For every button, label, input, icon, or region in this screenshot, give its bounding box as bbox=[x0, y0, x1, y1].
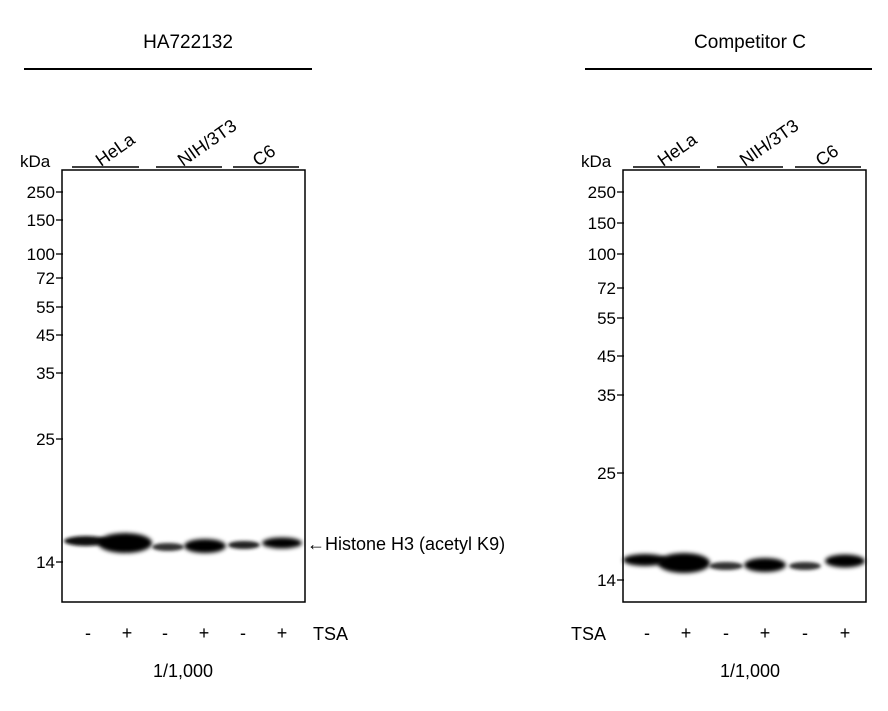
right-band-lane4 bbox=[744, 558, 786, 572]
left-marker-25: 25 bbox=[36, 430, 55, 449]
left-marker-150: 150 bbox=[27, 211, 55, 230]
right-marker-25: 25 bbox=[597, 464, 616, 483]
left-treatment-4: + bbox=[199, 623, 210, 643]
left-band-lane6 bbox=[262, 537, 302, 549]
left-marker-100: 100 bbox=[27, 245, 55, 264]
left-marker-250: 250 bbox=[27, 183, 55, 202]
left-dilution: 1/1,000 bbox=[153, 661, 213, 681]
left-panel-title: HA722132 bbox=[143, 32, 233, 53]
right-treatment-4: + bbox=[760, 623, 771, 643]
right-marker-14: 14 bbox=[597, 571, 616, 590]
right-marker-45: 45 bbox=[597, 347, 616, 366]
right-marker-55: 55 bbox=[597, 309, 616, 328]
left-treatment-2: + bbox=[122, 623, 133, 643]
right-treatment-1: - bbox=[644, 623, 650, 643]
right-lane-label-nih3t3: NIH/3T3 bbox=[736, 115, 802, 170]
left-treatment-label: TSA bbox=[313, 624, 348, 644]
left-treatment-3: - bbox=[162, 623, 168, 643]
right-marker-72: 72 bbox=[597, 279, 616, 298]
left-treatment-row: - + - + - + TSA bbox=[85, 623, 348, 644]
left-marker-45: 45 bbox=[36, 326, 55, 345]
right-treatment-label: TSA bbox=[571, 624, 606, 644]
right-band-lane3 bbox=[709, 562, 743, 570]
left-band-label: ←Histone H3 (acetyl K9) bbox=[307, 534, 505, 554]
left-treatment-5: - bbox=[240, 623, 246, 643]
right-marker-150: 150 bbox=[588, 214, 616, 233]
left-marker-35: 35 bbox=[36, 364, 55, 383]
left-band-lane1 bbox=[64, 536, 108, 546]
right-treatment-6: + bbox=[840, 623, 851, 643]
right-marker-100: 100 bbox=[588, 245, 616, 264]
right-lane-label-hela: HeLa bbox=[654, 129, 702, 171]
left-blot-membrane bbox=[61, 169, 306, 603]
left-marker-55: 55 bbox=[36, 298, 55, 317]
left-kda-label: kDa bbox=[20, 152, 51, 171]
right-panel-title: Competitor C bbox=[694, 32, 806, 53]
left-lane-label-c6: C6 bbox=[249, 141, 279, 171]
left-band-lane2 bbox=[98, 533, 152, 553]
right-dilution: 1/1,000 bbox=[720, 661, 780, 681]
left-band-lane5 bbox=[228, 541, 260, 549]
right-treatment-3: - bbox=[723, 623, 729, 643]
left-bands bbox=[64, 533, 302, 553]
left-marker-ladder: 250 150 100 72 55 45 35 25 14 bbox=[27, 183, 63, 572]
right-band-lane6 bbox=[825, 554, 865, 568]
right-treatment-row: TSA - + - + - + bbox=[571, 623, 850, 644]
left-lane-label-hela: HeLa bbox=[92, 129, 140, 171]
right-treatment-5: - bbox=[802, 623, 808, 643]
left-band-lane4 bbox=[184, 539, 226, 553]
right-band-lane5 bbox=[789, 562, 821, 570]
right-lane-label-c6: C6 bbox=[812, 141, 842, 171]
right-marker-ladder: 250 150 100 72 55 45 35 25 14 bbox=[588, 183, 624, 590]
right-treatment-2: + bbox=[681, 623, 692, 643]
left-marker-14: 14 bbox=[36, 553, 55, 572]
left-treatment-6: + bbox=[277, 623, 288, 643]
right-bands bbox=[623, 553, 865, 573]
left-lane-label-nih3t3: NIH/3T3 bbox=[174, 115, 240, 170]
right-panel: Competitor C HeLa NIH/3T3 C6 kDa 250 150… bbox=[571, 32, 872, 681]
right-marker-35: 35 bbox=[597, 386, 616, 405]
left-band-lane3 bbox=[152, 543, 184, 551]
right-band-lane1 bbox=[623, 554, 667, 566]
right-marker-250: 250 bbox=[588, 183, 616, 202]
left-marker-72: 72 bbox=[36, 269, 55, 288]
right-kda-label: kDa bbox=[581, 152, 612, 171]
left-panel: HA722132 HeLa NIH/3T3 C6 kDa 250 150 100 bbox=[20, 32, 505, 681]
right-blot-membrane bbox=[622, 169, 867, 603]
left-treatment-1: - bbox=[85, 623, 91, 643]
right-band-lane2 bbox=[658, 553, 710, 573]
